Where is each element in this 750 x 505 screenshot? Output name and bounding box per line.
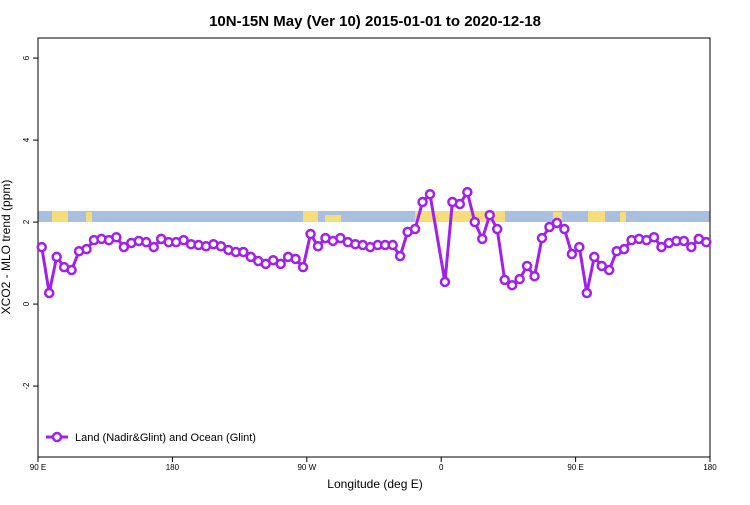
x-axis-label: Longitude (deg E) (327, 477, 422, 491)
point (514, 273, 525, 285)
point (81, 243, 92, 255)
point (521, 260, 533, 272)
point (36, 241, 47, 253)
point (148, 241, 159, 253)
y-tick-label: 0 (22, 301, 31, 306)
point (118, 241, 130, 253)
point (574, 241, 585, 253)
point (305, 228, 316, 240)
point (678, 235, 690, 247)
chart-title: 10N-15N May (Ver 10) 2015-01-01 to 2020-… (209, 13, 541, 30)
x-tick-label: 90 W (297, 463, 316, 472)
point (686, 241, 697, 253)
map-strip (38, 211, 710, 222)
x-tick-label: 90 E (30, 463, 46, 472)
point (484, 209, 495, 221)
y-tick-label: 6 (22, 55, 31, 60)
point (499, 274, 510, 286)
point (462, 186, 473, 198)
point (618, 243, 630, 255)
point (536, 232, 548, 244)
point (551, 217, 563, 229)
point (424, 188, 436, 200)
x-tick-label: 90 E (567, 463, 583, 472)
point (506, 279, 518, 291)
x-tick-label: 180 (703, 463, 717, 472)
point (454, 198, 466, 210)
point (648, 232, 660, 243)
point (312, 241, 324, 252)
point (596, 260, 607, 272)
y-tick-label: -2 (22, 382, 31, 390)
point (477, 233, 488, 245)
point (417, 196, 428, 208)
point (581, 287, 593, 299)
point (529, 270, 540, 282)
legend-label: Land (Nadir&Glint) and Ocean (Glint) (75, 432, 256, 444)
point (178, 234, 189, 246)
point (51, 251, 62, 263)
point (335, 232, 346, 244)
point (43, 287, 55, 299)
point (469, 216, 481, 228)
point (566, 248, 578, 260)
point (111, 232, 122, 243)
x-tick-label: 0 (439, 463, 444, 472)
point (491, 223, 503, 235)
y-tick-label: 2 (22, 219, 31, 224)
point (603, 264, 615, 276)
point (387, 239, 398, 251)
point (275, 258, 286, 270)
point (439, 276, 451, 288)
point (409, 223, 421, 235)
y-axis-label: XCO2 - MLO trend (ppm) (0, 180, 13, 315)
point (238, 246, 249, 258)
point (589, 251, 600, 263)
point (297, 261, 309, 273)
point (701, 236, 712, 248)
point (394, 250, 406, 262)
point (544, 221, 555, 233)
point (245, 251, 257, 263)
point (559, 223, 570, 235)
y-tick-label: 4 (22, 137, 31, 142)
point (656, 241, 667, 253)
point (66, 264, 77, 276)
legend-marker (51, 431, 63, 443)
x-tick-label: 180 (166, 463, 180, 472)
point (290, 253, 301, 265)
point (141, 236, 152, 248)
